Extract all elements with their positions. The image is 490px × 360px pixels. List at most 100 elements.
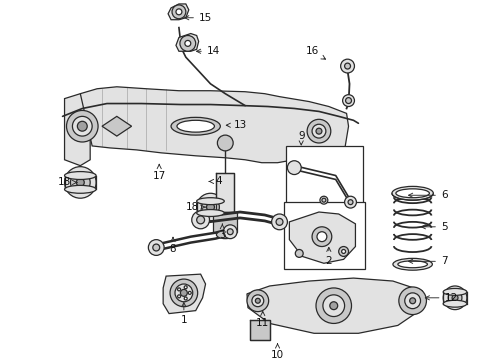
Circle shape xyxy=(65,167,96,198)
Ellipse shape xyxy=(177,120,215,132)
Circle shape xyxy=(322,198,326,202)
Circle shape xyxy=(76,179,84,186)
Circle shape xyxy=(345,98,351,104)
Circle shape xyxy=(201,198,220,216)
Circle shape xyxy=(252,295,264,307)
Text: 7: 7 xyxy=(409,256,447,266)
Bar xyxy=(284,202,366,269)
Circle shape xyxy=(255,298,260,303)
Circle shape xyxy=(443,286,467,310)
Circle shape xyxy=(148,240,164,255)
Circle shape xyxy=(177,295,180,298)
Circle shape xyxy=(348,200,353,204)
Circle shape xyxy=(276,219,283,225)
Text: 17: 17 xyxy=(152,165,166,180)
Polygon shape xyxy=(176,33,198,51)
Circle shape xyxy=(223,225,237,239)
Polygon shape xyxy=(290,212,355,263)
Circle shape xyxy=(339,247,348,256)
Text: 11: 11 xyxy=(256,311,270,328)
Circle shape xyxy=(399,287,426,315)
Circle shape xyxy=(188,291,191,294)
Circle shape xyxy=(247,290,269,312)
Text: 8: 8 xyxy=(170,237,176,253)
Circle shape xyxy=(73,116,92,136)
Circle shape xyxy=(312,227,332,247)
Circle shape xyxy=(316,288,351,323)
Circle shape xyxy=(317,232,327,242)
Ellipse shape xyxy=(196,198,224,204)
Text: 9: 9 xyxy=(298,131,304,145)
Text: 6: 6 xyxy=(409,190,447,200)
Circle shape xyxy=(307,119,331,143)
Circle shape xyxy=(448,291,462,305)
Ellipse shape xyxy=(393,258,432,270)
Text: 3: 3 xyxy=(219,224,225,240)
Circle shape xyxy=(77,121,87,131)
Circle shape xyxy=(344,196,356,208)
Text: 14: 14 xyxy=(196,46,220,56)
Polygon shape xyxy=(80,87,348,163)
Circle shape xyxy=(316,128,322,134)
Circle shape xyxy=(405,293,420,309)
Circle shape xyxy=(295,249,303,257)
Circle shape xyxy=(185,40,191,46)
Text: 12: 12 xyxy=(425,293,458,303)
Circle shape xyxy=(452,295,458,301)
Circle shape xyxy=(153,244,160,251)
Circle shape xyxy=(180,36,196,51)
Circle shape xyxy=(288,161,301,175)
Circle shape xyxy=(344,63,350,69)
Polygon shape xyxy=(163,274,206,314)
Text: 4: 4 xyxy=(209,176,221,186)
Circle shape xyxy=(271,214,288,230)
Circle shape xyxy=(342,249,345,253)
Circle shape xyxy=(180,289,187,296)
Circle shape xyxy=(192,211,210,229)
Circle shape xyxy=(67,111,98,142)
Circle shape xyxy=(184,286,187,289)
Circle shape xyxy=(196,193,224,221)
Polygon shape xyxy=(65,94,90,166)
Polygon shape xyxy=(214,212,237,232)
Circle shape xyxy=(312,124,326,138)
Polygon shape xyxy=(247,278,422,333)
Polygon shape xyxy=(217,172,234,212)
Text: 18: 18 xyxy=(186,202,205,212)
Circle shape xyxy=(330,302,338,310)
Text: 1: 1 xyxy=(180,302,187,325)
Circle shape xyxy=(343,95,354,107)
Text: 2: 2 xyxy=(325,247,332,266)
Circle shape xyxy=(172,5,186,19)
Bar xyxy=(287,146,363,213)
Ellipse shape xyxy=(171,117,220,135)
Ellipse shape xyxy=(217,231,234,239)
Circle shape xyxy=(410,298,416,304)
Circle shape xyxy=(170,279,197,307)
Ellipse shape xyxy=(443,300,467,307)
Circle shape xyxy=(207,203,215,211)
Circle shape xyxy=(323,295,344,316)
Ellipse shape xyxy=(196,210,224,216)
Circle shape xyxy=(176,9,182,15)
Text: 10: 10 xyxy=(271,344,284,360)
Circle shape xyxy=(177,288,180,291)
Polygon shape xyxy=(102,116,132,136)
Circle shape xyxy=(227,229,233,235)
Ellipse shape xyxy=(443,288,467,295)
Ellipse shape xyxy=(398,261,427,268)
Ellipse shape xyxy=(396,189,429,198)
Polygon shape xyxy=(168,4,189,20)
Circle shape xyxy=(184,297,187,300)
Circle shape xyxy=(218,135,233,151)
Text: 15: 15 xyxy=(185,13,212,23)
Text: 13: 13 xyxy=(226,120,246,130)
Circle shape xyxy=(175,284,193,302)
Ellipse shape xyxy=(392,186,433,200)
Circle shape xyxy=(196,216,204,224)
Ellipse shape xyxy=(65,185,96,193)
Text: 5: 5 xyxy=(421,222,447,232)
Circle shape xyxy=(320,196,328,204)
Polygon shape xyxy=(250,320,270,340)
Ellipse shape xyxy=(65,172,96,180)
